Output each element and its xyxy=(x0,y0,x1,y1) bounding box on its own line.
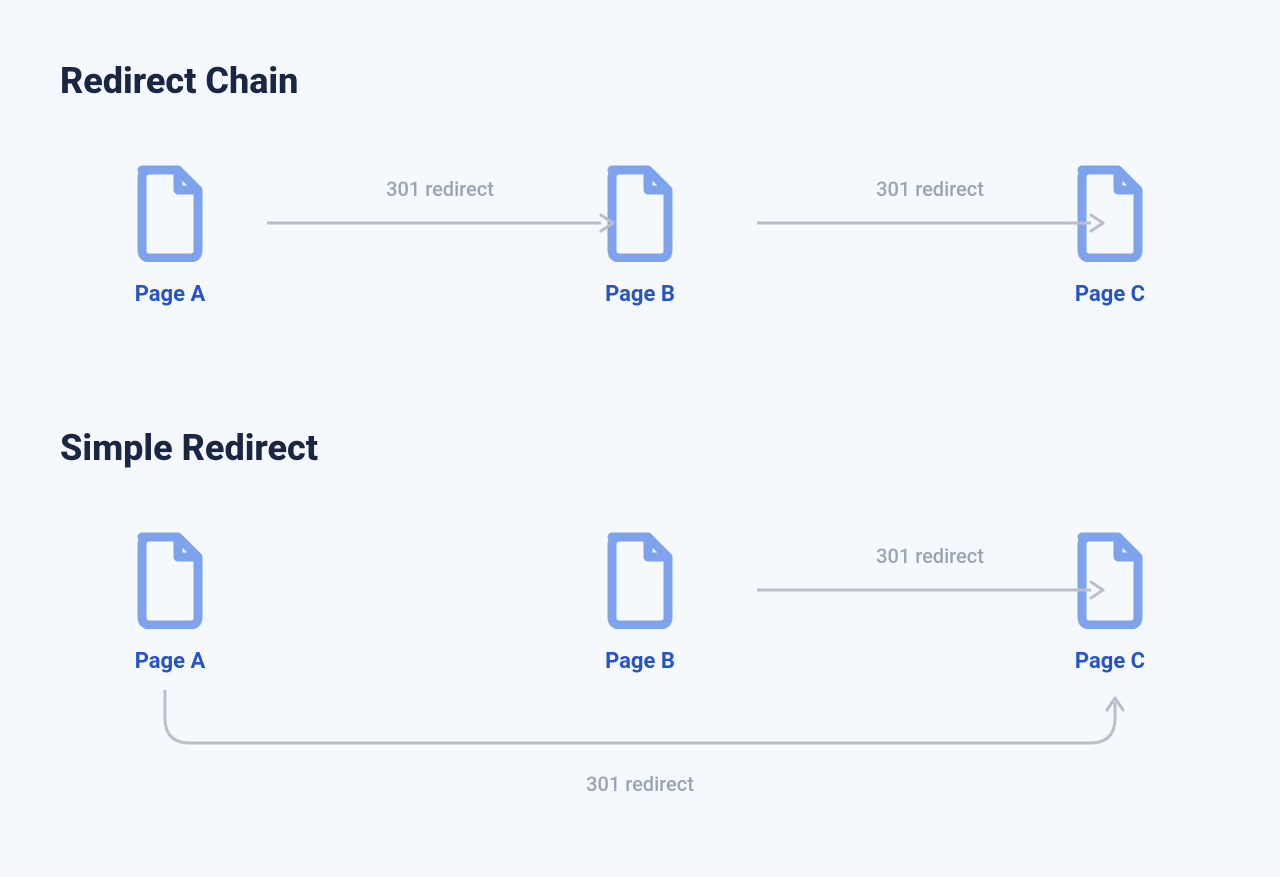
node-label: Page A xyxy=(135,282,206,307)
file-icon xyxy=(130,162,210,262)
file-icon xyxy=(600,529,680,629)
file-icon xyxy=(130,529,210,629)
node-label: Page A xyxy=(135,649,206,674)
arrow-simple-bc: 301 redirect xyxy=(755,544,1105,602)
section-redirect-chain: Redirect Chain Page A 301 redirect xyxy=(60,60,1220,307)
node-a-chain: Page A xyxy=(110,162,230,307)
section-title-chain: Redirect Chain xyxy=(60,60,1220,102)
arrow-label: 301 redirect xyxy=(876,177,984,201)
arrow-label: 301 redirect xyxy=(386,177,494,201)
node-a-simple: Page A xyxy=(110,529,230,674)
arrow-label: 301 redirect xyxy=(586,772,694,796)
arrow-simple-ac: 301 redirect xyxy=(60,688,1220,796)
arrow-label: 301 redirect xyxy=(876,544,984,568)
node-label: Page B xyxy=(605,649,675,674)
arrow-icon xyxy=(755,578,1105,602)
section-simple-redirect: Simple Redirect Page A P xyxy=(60,427,1220,796)
curved-arrow-icon xyxy=(110,688,1170,758)
node-label: Page C xyxy=(1075,649,1145,674)
node-b-simple: Page B xyxy=(580,529,700,674)
arrow-chain-1: 301 redirect xyxy=(265,177,615,235)
node-label: Page C xyxy=(1075,282,1145,307)
arrow-icon xyxy=(265,211,615,235)
node-label: Page B xyxy=(605,282,675,307)
arrow-chain-2: 301 redirect xyxy=(755,177,1105,235)
section-title-simple: Simple Redirect xyxy=(60,427,1220,469)
arrow-icon xyxy=(755,211,1105,235)
diagram-container: Redirect Chain Page A 301 redirect xyxy=(0,0,1280,877)
row-simple: Page A Page B 301 redirect xyxy=(60,529,1220,674)
row-chain: Page A 301 redirect Page B xyxy=(60,162,1220,307)
